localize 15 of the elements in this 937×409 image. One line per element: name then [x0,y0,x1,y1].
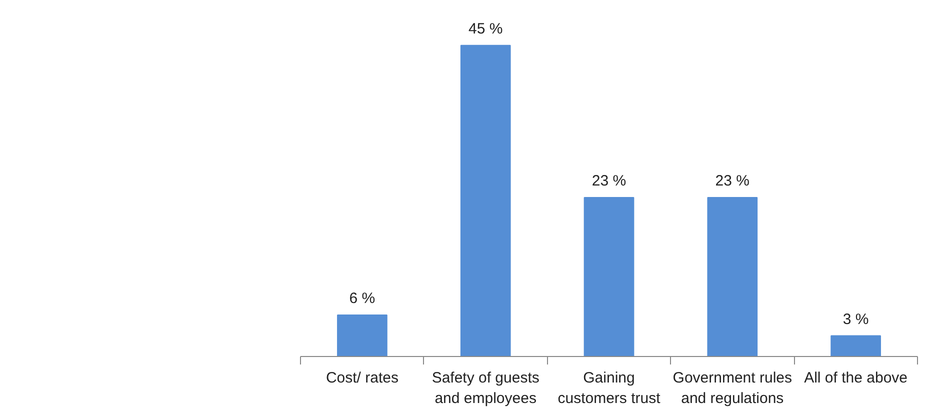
data-label: 23 % [592,172,626,190]
data-label: 45 % [468,20,503,38]
data-label: 23 % [715,172,750,190]
x-tick-label: Gaining customers trust [558,370,662,407]
x-tick-label: Safety of guests and employees [432,370,540,407]
bar [830,335,881,356]
x-tick-label: Government rules and regulations [672,370,792,407]
x-tick-label: All of the above [804,370,908,386]
data-label: 6 % [349,290,376,308]
bar [337,314,388,356]
data-label: 3 % [842,310,869,328]
bar [460,44,511,356]
bar [707,196,758,356]
x-tick-label: Cost/ rates [326,370,398,386]
bar [584,196,634,356]
